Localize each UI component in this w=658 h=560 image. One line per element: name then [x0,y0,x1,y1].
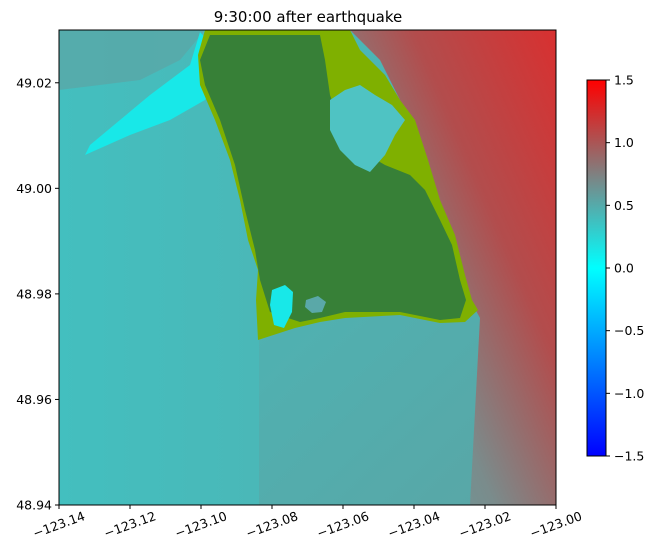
dry-land [200,35,466,322]
x-tick-label: −123.08 [244,508,300,541]
colorbar-tick-label: 0.0 [614,261,634,276]
y-tick-label: 48.98 [16,286,52,301]
sea-northwest-grey [59,30,205,90]
x-tick-label: −123.00 [528,508,584,541]
colorbar-gradient [587,80,606,456]
flooded-pocket-south [270,285,293,328]
colorbar: −1.5 −1.0 −0.5 0.0 0.5 1.0 1.5 [586,73,644,464]
y-tick-label: 49.00 [16,181,52,196]
near-shore-water [85,32,218,155]
y-axis: 48.94 48.96 48.98 49.00 49.02 [16,75,59,513]
x-tick-label: −123.06 [315,508,371,541]
colorbar-ticks: −1.5 −1.0 −0.5 0.0 0.5 1.0 1.5 [606,73,644,464]
x-tick-label: −123.04 [386,508,442,541]
flooded-pocket-north [330,85,405,172]
colorbar-tick-label: −1.0 [614,386,644,401]
colorbar-tick-label: 1.5 [614,73,634,88]
chart-title: 9:30:00 after earthquake [214,8,402,26]
x-tick-label: −123.02 [457,508,513,541]
colorbar-tick-label: −1.5 [614,449,644,464]
x-tick-label: −123.12 [102,508,158,541]
heatmap-plot [59,30,556,505]
x-tick-label: −123.14 [31,508,87,541]
colorbar-tick-label: −0.5 [614,323,644,338]
x-tick-label: −123.10 [173,508,229,541]
y-tick-label: 49.02 [16,75,52,90]
x-axis: −123.14 −123.12 −123.10 −123.08 −123.06 −123.… [31,505,584,541]
colorbar-tick-label: 0.5 [614,198,634,213]
lagoon [305,296,326,313]
y-tick-label: 48.94 [16,498,52,513]
y-tick-label: 48.96 [16,392,52,407]
sea-east-elevated [350,30,556,505]
plot-frame [58,29,557,506]
colorbar-tick-label: 1.0 [614,135,634,150]
